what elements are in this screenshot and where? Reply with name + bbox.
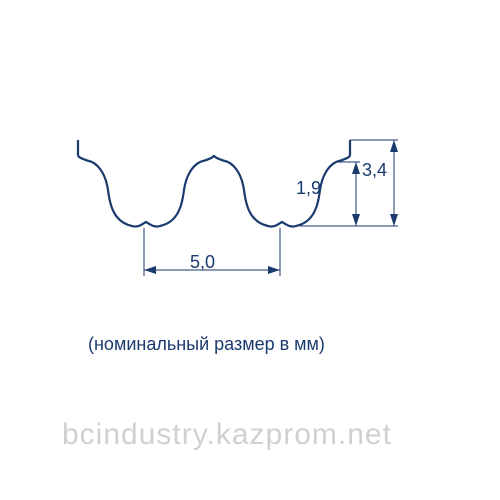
dim-5-0-arrow-right [268,266,280,274]
dim-3-4-arrow-bot [390,214,398,226]
caption-text: (номинальный размер в мм) [88,334,325,355]
dim-tooth-height-label: 1,9 [296,178,321,199]
watermark-text: bcindustry.kazprom.net [62,418,392,452]
dim-total-height-label: 3,4 [362,160,387,181]
dim-5-0-arrow-left [144,266,156,274]
dim-1-9-arrow-top [352,162,360,174]
dim-3-4-arrow-top [390,140,398,152]
dim-1-9-arrow-bot [352,214,360,226]
dim-pitch-label: 5,0 [190,252,215,273]
